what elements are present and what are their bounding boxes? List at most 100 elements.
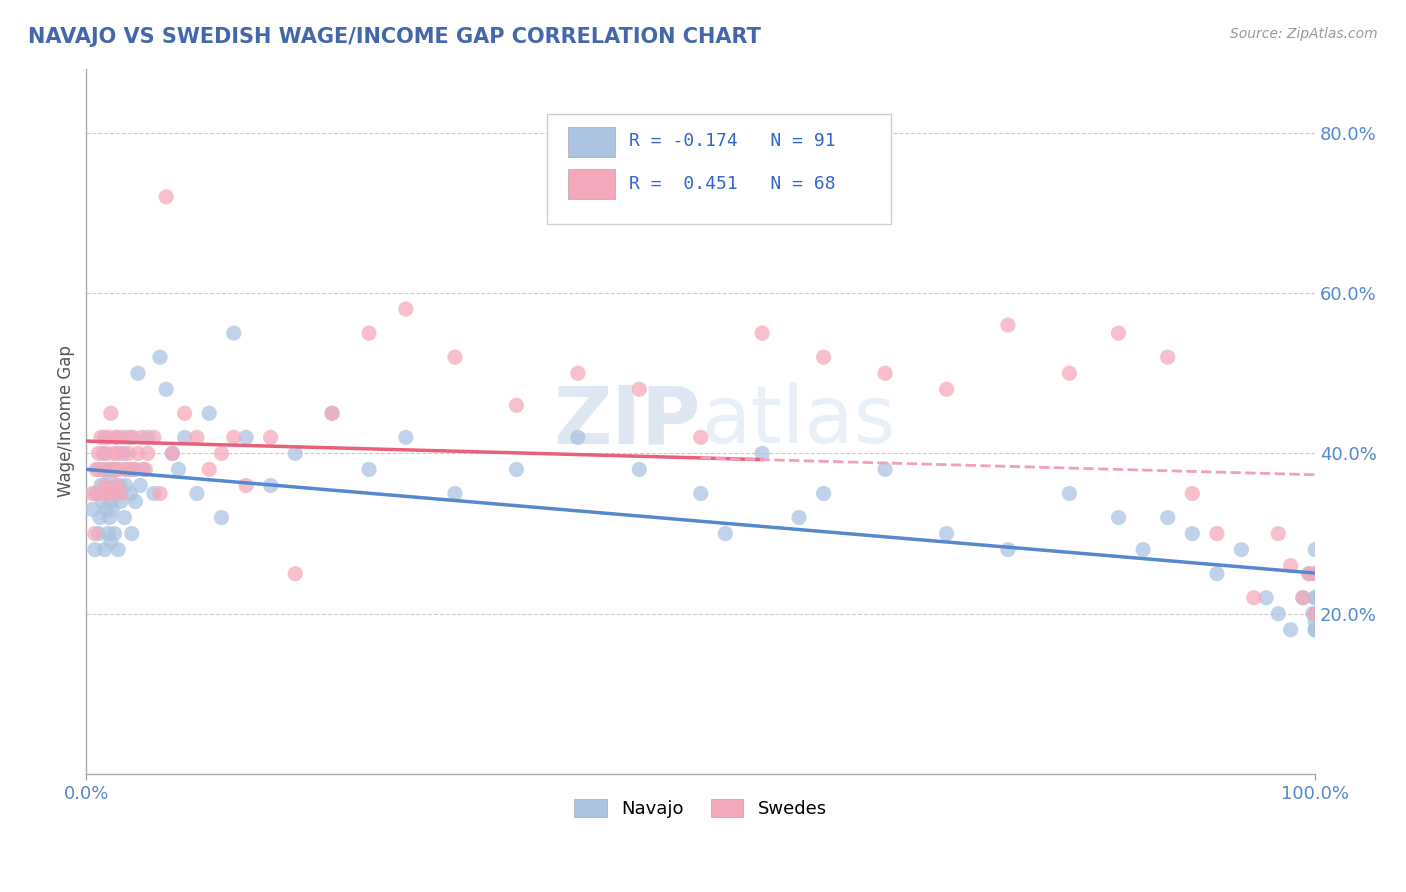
Point	[103, 486, 125, 500]
Point	[93, 430, 115, 444]
Point	[142, 486, 165, 500]
Point	[1279, 558, 1302, 573]
Point	[1181, 526, 1204, 541]
Point	[90, 478, 112, 492]
Point	[91, 462, 114, 476]
Point	[97, 430, 120, 444]
Point	[83, 526, 105, 541]
Point	[120, 462, 142, 476]
Point	[105, 478, 128, 492]
Point	[112, 446, 135, 460]
Point	[1205, 526, 1227, 541]
Point	[94, 462, 117, 476]
Point	[235, 430, 257, 444]
Point	[90, 430, 112, 444]
Point	[101, 486, 124, 500]
Point	[1157, 350, 1180, 364]
Point	[124, 494, 146, 508]
Point	[104, 430, 127, 444]
Point	[321, 406, 343, 420]
Point	[110, 494, 132, 508]
Point	[1230, 542, 1253, 557]
Point	[83, 542, 105, 557]
Text: ZIP: ZIP	[554, 383, 700, 460]
Point	[198, 406, 221, 420]
Point	[1254, 591, 1277, 605]
Point	[1303, 607, 1326, 621]
Point	[110, 486, 132, 500]
Point	[813, 350, 835, 364]
Point	[114, 478, 136, 492]
Point	[1303, 591, 1326, 605]
Point	[395, 430, 418, 444]
Point	[284, 446, 307, 460]
Point	[108, 478, 131, 492]
Point	[813, 486, 835, 500]
Point	[167, 462, 190, 476]
Point	[84, 486, 107, 500]
Point	[117, 446, 139, 460]
Point	[89, 486, 111, 500]
Point	[198, 462, 221, 476]
Point	[127, 366, 149, 380]
Text: R = -0.174   N = 91: R = -0.174 N = 91	[630, 132, 837, 150]
Point	[689, 486, 711, 500]
Point	[1205, 566, 1227, 581]
Point	[689, 430, 711, 444]
Point	[1303, 615, 1326, 629]
Y-axis label: Wage/Income Gap: Wage/Income Gap	[58, 345, 75, 497]
Point	[628, 382, 651, 396]
Point	[505, 398, 527, 412]
Point	[93, 446, 115, 460]
Point	[211, 510, 233, 524]
Point	[875, 462, 897, 476]
Point	[1108, 326, 1130, 340]
Point	[134, 462, 156, 476]
Point	[100, 406, 122, 420]
Point	[105, 430, 128, 444]
Point	[173, 406, 195, 420]
Point	[186, 430, 208, 444]
Point	[162, 446, 184, 460]
Point	[101, 462, 124, 476]
Point	[131, 430, 153, 444]
Point	[1108, 510, 1130, 524]
Point	[136, 430, 159, 444]
Point	[112, 510, 135, 524]
Point	[259, 478, 281, 492]
Point	[103, 526, 125, 541]
Point	[1157, 510, 1180, 524]
Point	[1279, 623, 1302, 637]
Point	[173, 430, 195, 444]
Point	[1298, 566, 1320, 581]
Point	[104, 462, 127, 476]
Point	[155, 190, 177, 204]
Point	[235, 478, 257, 492]
Point	[1303, 623, 1326, 637]
Point	[162, 446, 184, 460]
FancyBboxPatch shape	[568, 127, 614, 157]
Point	[1243, 591, 1265, 605]
Point	[149, 486, 172, 500]
Point	[1267, 526, 1289, 541]
Point	[82, 486, 104, 500]
Point	[1292, 591, 1315, 605]
Point	[118, 430, 141, 444]
Point	[129, 478, 152, 492]
Point	[1302, 607, 1324, 621]
Point	[101, 502, 124, 516]
Point	[96, 486, 118, 500]
Point	[357, 326, 380, 340]
Point	[751, 326, 773, 340]
Point	[96, 486, 118, 500]
Point	[1303, 623, 1326, 637]
Point	[444, 486, 467, 500]
Point	[84, 462, 107, 476]
Point	[82, 502, 104, 516]
Point	[91, 494, 114, 508]
Point	[567, 366, 589, 380]
Point	[103, 462, 125, 476]
Point	[222, 326, 245, 340]
Point	[1303, 566, 1326, 581]
Point	[108, 462, 131, 476]
